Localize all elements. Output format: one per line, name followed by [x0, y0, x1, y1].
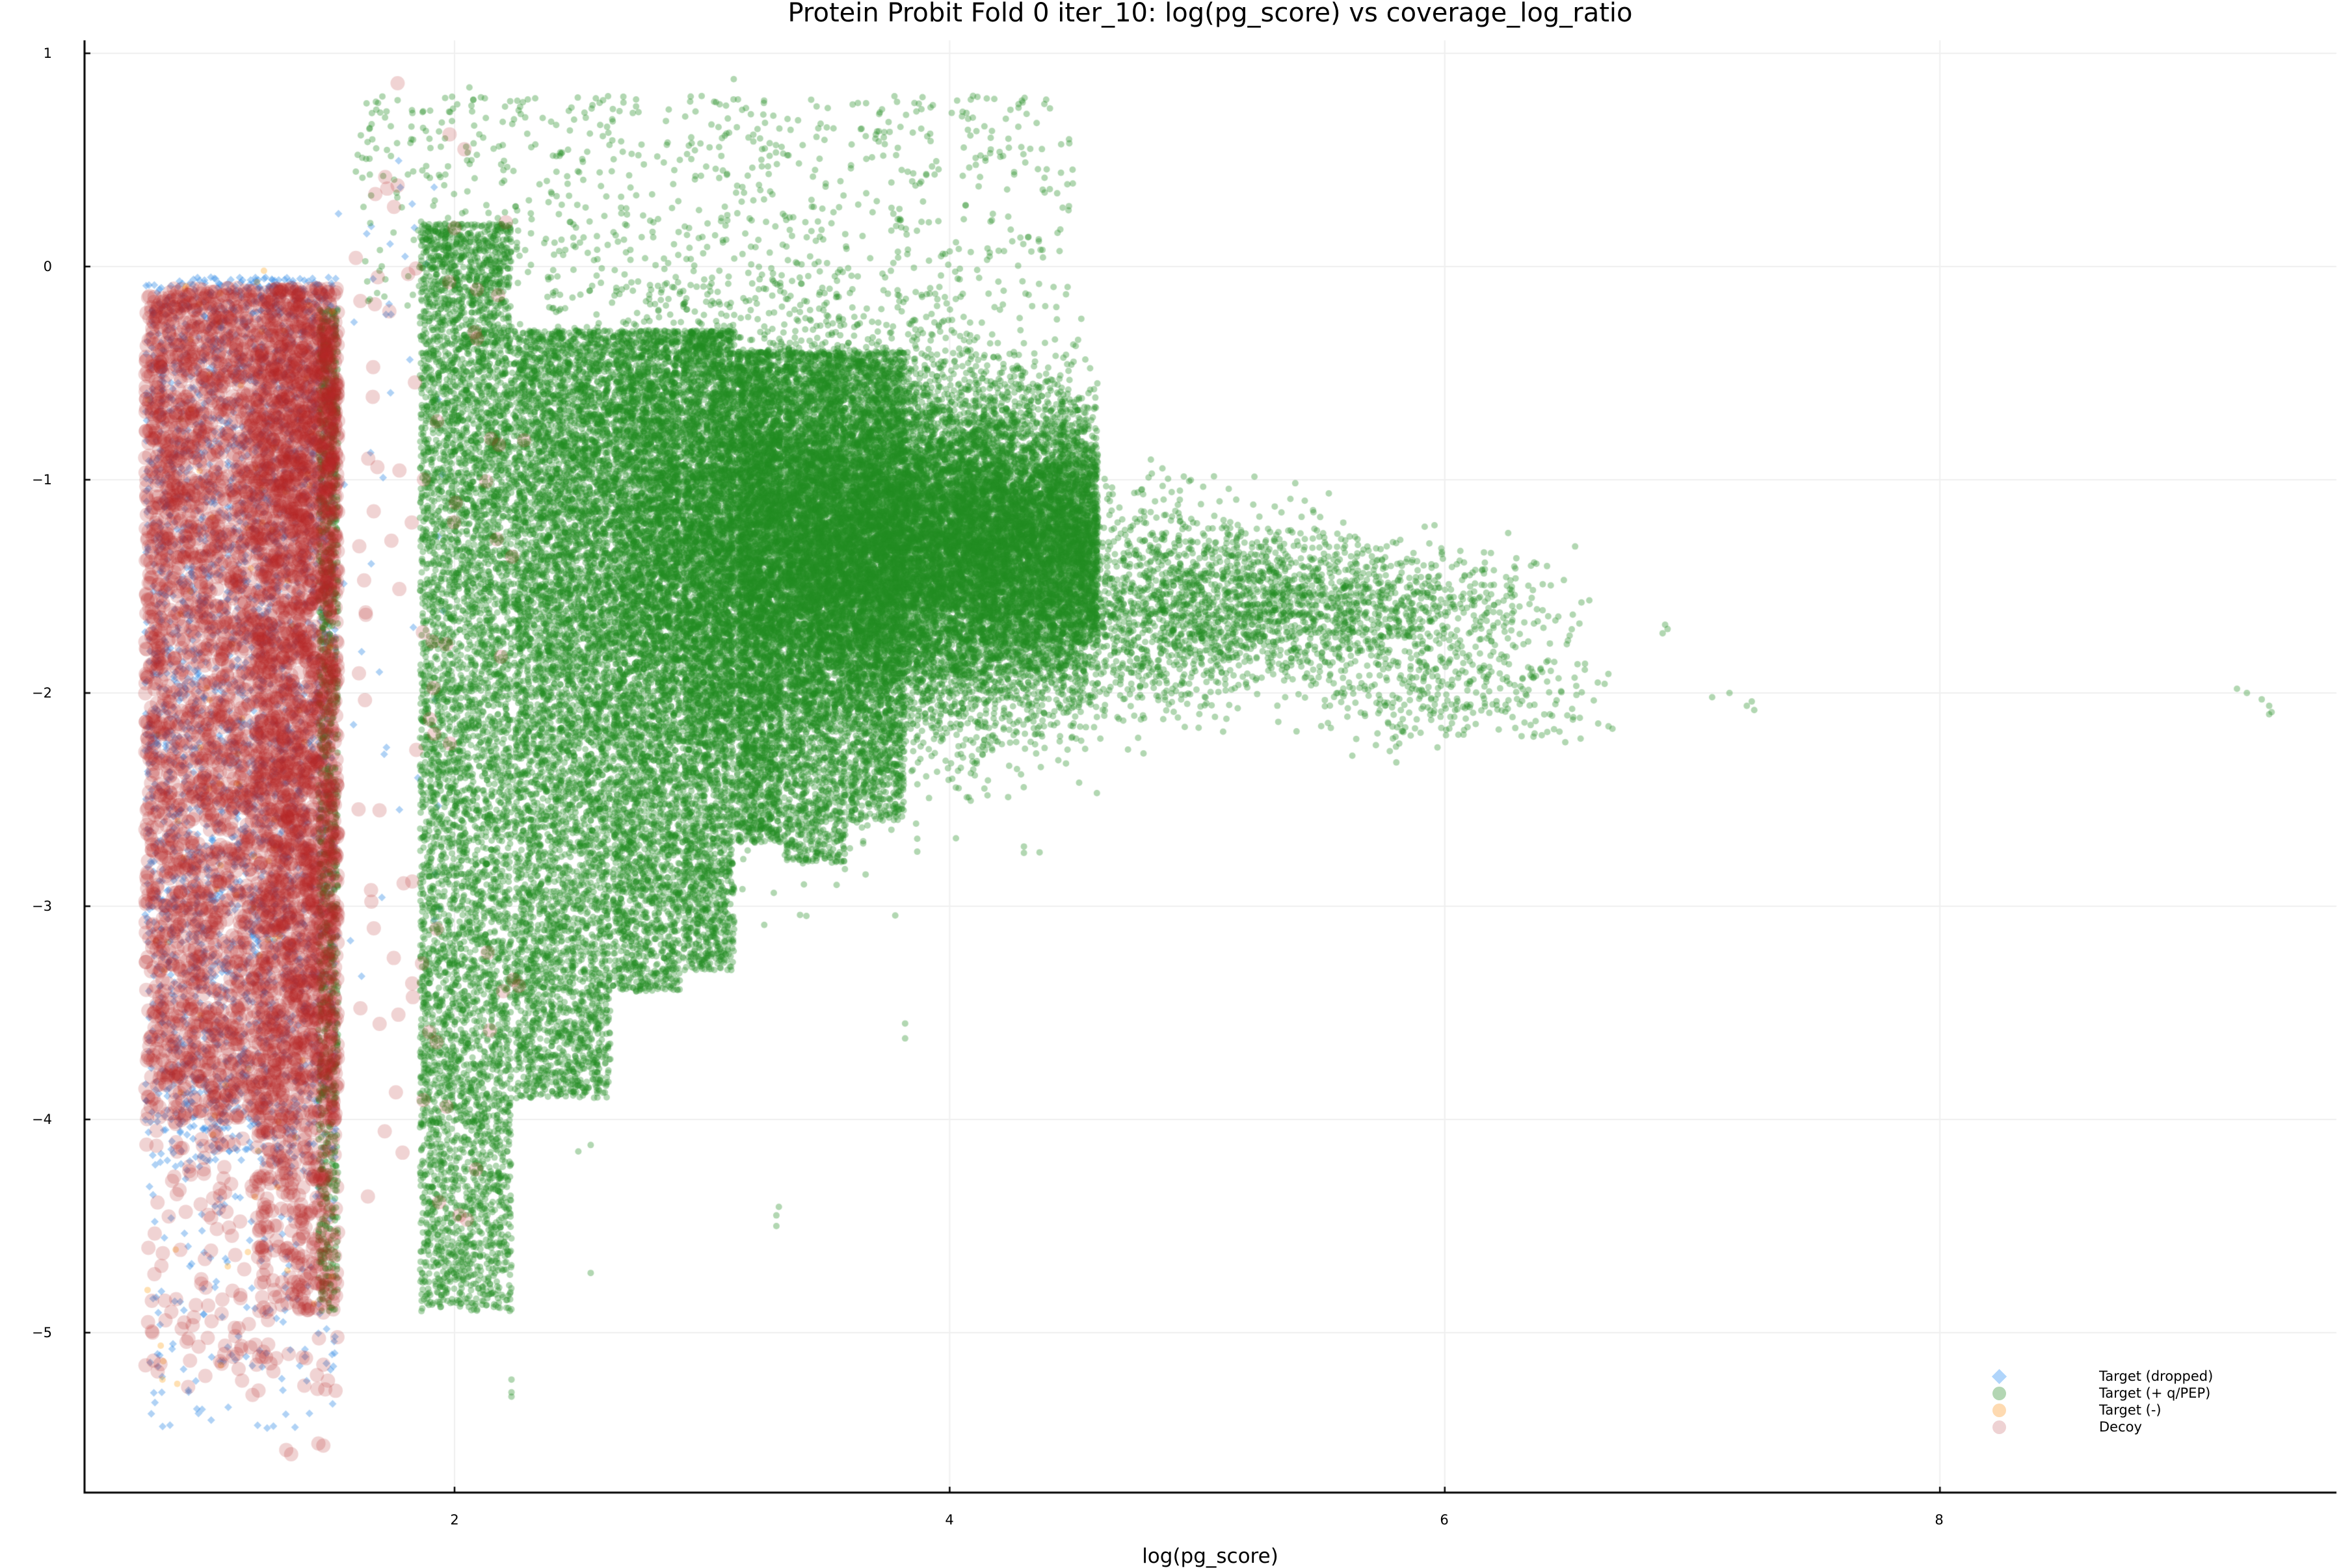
circle-marker-icon	[1992, 1420, 2006, 1434]
legend: Target (dropped) Target (+ q/PEP) Target…	[1977, 1365, 2302, 1438]
x-tick-label: 4	[945, 1512, 954, 1528]
legend-label: Target (+ q/PEP)	[2099, 1385, 2211, 1401]
circle-marker-icon	[1992, 1387, 2006, 1400]
legend-item-target-negative: Target (-)	[1977, 1402, 2302, 1418]
y-tick-label: −3	[32, 898, 52, 914]
legend-label: Target (dropped)	[2099, 1368, 2214, 1384]
legend-label: Decoy	[2099, 1419, 2142, 1435]
y-tick-label: −1	[32, 472, 52, 488]
chart-title: Protein Probit Fold 0 iter_10: log(pg_sc…	[787, 0, 1633, 28]
legend-item-target-dropped: Target (dropped)	[1977, 1368, 2302, 1385]
y-tick-label: −4	[32, 1112, 52, 1127]
y-tick-label: −5	[32, 1325, 52, 1340]
x-tick-label: 6	[1440, 1512, 1449, 1528]
x-tick-label: 2	[450, 1512, 459, 1528]
y-tick-label: −2	[32, 685, 52, 701]
diamond-marker-icon	[1991, 1368, 2007, 1385]
legend-item-decoy: Decoy	[1977, 1418, 2302, 1435]
legend-label: Target (-)	[2099, 1402, 2162, 1418]
y-tick-label: 0	[43, 259, 52, 274]
circle-marker-icon	[1992, 1404, 2006, 1417]
x-axis-label: log(pg_score)	[1142, 1545, 1278, 1568]
y-tick-label: 1	[43, 46, 52, 61]
legend-item-target-q-pep: Target (+ q/PEP)	[1977, 1385, 2302, 1402]
x-tick-label: 8	[1935, 1512, 1944, 1528]
